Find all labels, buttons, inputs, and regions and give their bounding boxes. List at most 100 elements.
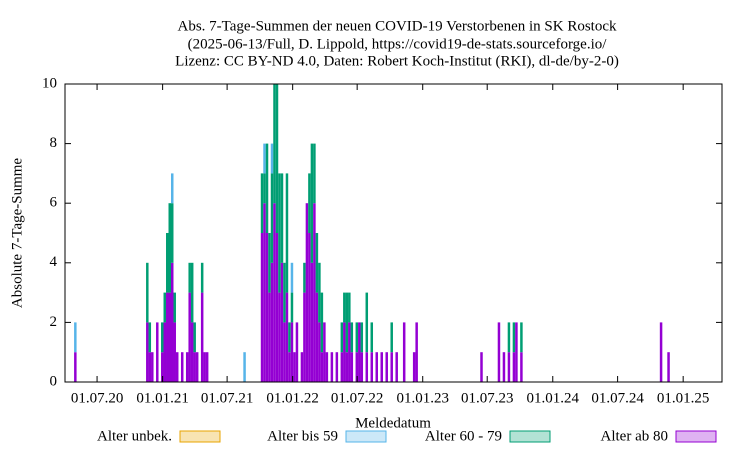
bar [315, 292, 319, 382]
bar [305, 203, 309, 382]
bar [355, 322, 359, 353]
bar [185, 352, 189, 382]
bar [173, 292, 176, 323]
bar [365, 352, 369, 382]
bar [375, 352, 379, 382]
bar [345, 352, 349, 382]
bar [370, 352, 374, 382]
bar [190, 262, 194, 323]
x-tick-label: 01.01.25 [657, 390, 710, 406]
bar [188, 262, 191, 293]
bar [507, 352, 511, 382]
bar [290, 322, 294, 382]
bar [265, 233, 269, 382]
bar [355, 352, 359, 382]
bar [348, 322, 351, 382]
bar [512, 322, 516, 353]
plot-area [74, 84, 670, 382]
bar [163, 322, 167, 382]
y-tick-label: 0 [50, 373, 58, 389]
y-tick-label: 2 [50, 314, 58, 330]
bar [290, 262, 294, 293]
bar [497, 322, 501, 382]
legend-swatch [179, 430, 221, 443]
x-tick-label: 01.07.21 [201, 390, 254, 406]
legend-label: Alter 60 - 79 [425, 428, 502, 444]
bar [283, 262, 286, 323]
bar [203, 352, 206, 382]
bar [260, 233, 264, 382]
bar [360, 352, 364, 382]
bar [74, 352, 77, 382]
x-axis-label: Meldedatum [355, 415, 431, 431]
bar [318, 322, 321, 382]
bar [659, 322, 663, 382]
legend-label: Alter unbek. [97, 428, 172, 444]
legend-label: Alter bis 59 [267, 428, 338, 444]
bar [480, 352, 483, 382]
bar [200, 262, 204, 293]
bar [283, 322, 286, 382]
bar [308, 173, 311, 233]
x-tick-label: 01.07.22 [331, 390, 384, 406]
bar [340, 352, 344, 382]
bar [170, 262, 174, 382]
bar [285, 173, 289, 293]
bar [395, 352, 398, 382]
bar [313, 203, 316, 382]
bar [166, 292, 169, 382]
bar [193, 322, 196, 353]
bar [163, 292, 167, 323]
bar [173, 322, 176, 382]
plot-border [64, 83, 723, 383]
bar [293, 352, 296, 382]
chart-subtitle: Lizenz: CC BY-ND 4.0, Daten: Robert Koch… [175, 53, 619, 69]
bar [385, 352, 388, 382]
bar [280, 173, 284, 263]
bar [335, 352, 339, 382]
bar [507, 322, 511, 353]
bar [358, 322, 361, 382]
bar [268, 233, 271, 293]
bar [512, 352, 516, 382]
bar [166, 233, 169, 293]
bar [168, 203, 171, 293]
bar [193, 352, 196, 382]
bar [148, 322, 152, 353]
bar [288, 322, 291, 353]
x-tick-label: 01.07.23 [461, 390, 514, 406]
bar [190, 322, 194, 382]
legend-swatch [675, 430, 717, 443]
bar [402, 322, 406, 382]
bar [270, 143, 274, 174]
bar [275, 233, 279, 382]
bar [195, 352, 199, 382]
x-tick-label: 01.01.24 [527, 390, 580, 406]
legend-label: Alter ab 80 [601, 428, 668, 444]
bar [273, 84, 276, 204]
bar [370, 322, 374, 353]
bar [325, 352, 329, 382]
bar [343, 292, 346, 323]
x-tick-label: 01.01.21 [136, 390, 189, 406]
legend-swatch [345, 430, 387, 443]
bar [188, 292, 191, 382]
bar [318, 262, 321, 323]
bar [161, 322, 164, 353]
bar [313, 143, 316, 204]
y-tick-label: 10 [42, 75, 57, 91]
bar [170, 203, 174, 263]
bar [161, 352, 164, 382]
bar [168, 292, 171, 382]
bar [263, 143, 266, 174]
bar [260, 173, 264, 233]
y-axis-label: Absolute 7-Tage-Summe [9, 158, 25, 309]
bar [667, 352, 670, 382]
bar [288, 352, 291, 382]
x-tick-label: 01.01.22 [266, 390, 319, 406]
legend-swatch [509, 430, 551, 443]
bar [360, 322, 364, 353]
bar [345, 292, 349, 353]
bar [263, 203, 266, 382]
bar [268, 292, 271, 382]
